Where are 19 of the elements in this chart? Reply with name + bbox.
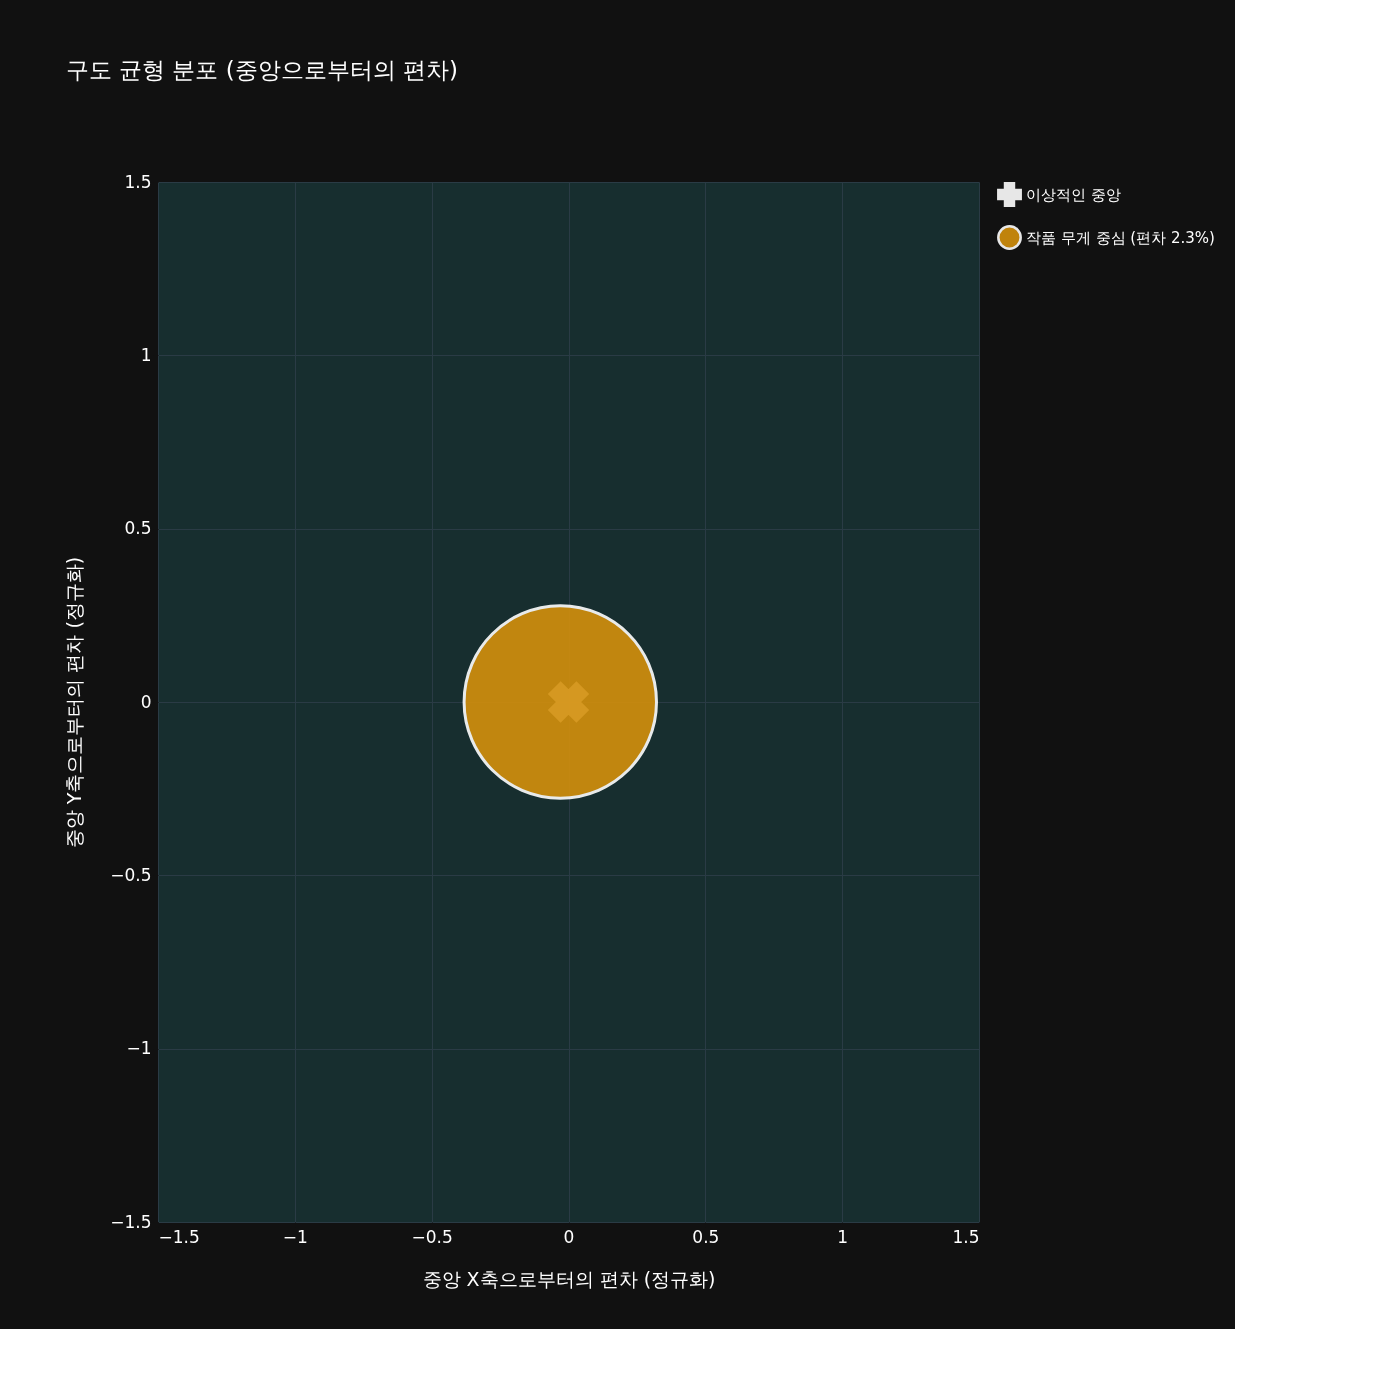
legend-label: 작품 무게 중심 (편차 2.3%) <box>1026 228 1215 247</box>
y-axis-title: 중앙 Y축으로부터의 편차 (정규화) <box>63 556 86 849</box>
x-axis-title: 중앙 X축으로부터의 편차 (정규화) <box>422 1267 716 1290</box>
y-tick-label: 1.5 <box>124 171 152 192</box>
y-tick-label: −0.5 <box>110 864 152 885</box>
y-tick-label: 0.5 <box>124 518 152 539</box>
x-tick-label: 1 <box>837 1226 849 1247</box>
legend-label: 이상적인 중앙 <box>1026 185 1121 204</box>
y-tick-label: −1 <box>126 1038 152 1059</box>
chart-title: 구도 균형 분포 (중앙으로부터의 편차) <box>65 57 458 83</box>
x-tick-label: 0.5 <box>692 1226 720 1247</box>
x-tick-label: 0 <box>563 1226 575 1247</box>
y-tick-label: 1 <box>140 344 152 365</box>
x-tick-label: −0.5 <box>411 1226 453 1247</box>
y-tick-label: 0 <box>140 691 152 712</box>
x-tick-label: 1.5 <box>952 1226 980 1247</box>
x-tick-label: −1.5 <box>158 1226 200 1247</box>
y-tick-label: −1.5 <box>110 1211 152 1232</box>
x-tick-label: −1 <box>282 1226 308 1247</box>
